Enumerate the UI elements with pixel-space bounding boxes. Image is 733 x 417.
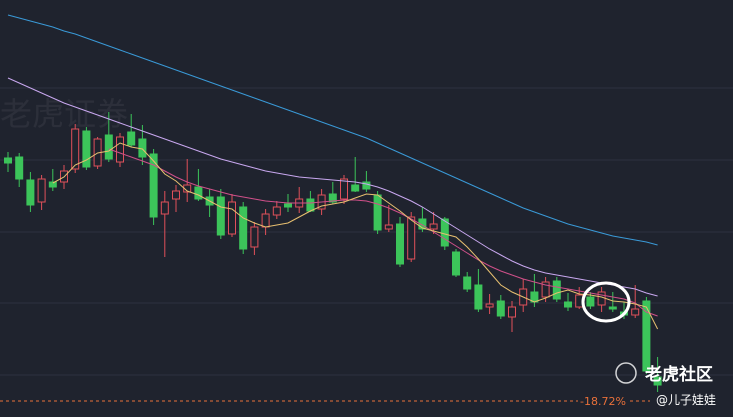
candle-body	[138, 138, 147, 158]
moving-average-line	[108, 148, 658, 317]
moving-average-line	[52, 142, 659, 330]
candle-body	[340, 178, 348, 200]
candle-body	[485, 303, 494, 308]
candle-body	[351, 184, 360, 192]
candle-body	[250, 226, 259, 248]
candle-body	[261, 213, 270, 228]
candle-body	[508, 306, 516, 318]
candle-body	[284, 203, 292, 208]
candle-body	[597, 291, 606, 306]
candle-body	[608, 306, 617, 310]
candle-body	[328, 193, 337, 203]
moving-average-line	[7, 14, 658, 246]
candle-body	[71, 128, 80, 170]
candle-body	[642, 300, 651, 372]
candle-body	[474, 284, 483, 310]
candle-body	[496, 300, 505, 317]
candle-body	[552, 280, 561, 300]
candle-body	[396, 223, 404, 265]
candle-body	[116, 136, 124, 163]
candle-body	[373, 194, 382, 231]
candle-body	[160, 201, 169, 215]
candle-body	[463, 276, 472, 290]
highlight-circle	[581, 281, 631, 323]
candle-body	[440, 218, 449, 247]
candle-body	[82, 130, 91, 168]
candle-body	[384, 224, 393, 230]
candle-body	[37, 178, 46, 203]
candle-body	[4, 157, 12, 164]
candle-body	[26, 179, 35, 206]
candle-body	[104, 134, 113, 160]
candle-body	[272, 206, 281, 216]
candle-body	[127, 131, 136, 146]
moving-average-line	[7, 77, 658, 297]
candle-body	[541, 281, 550, 298]
candle-body	[149, 153, 158, 218]
brand-logo: 老虎社区 @儿子娃娃	[615, 362, 716, 407]
candle-body	[452, 251, 460, 276]
candle-body	[216, 196, 225, 236]
candle-body	[306, 198, 315, 212]
candle-body	[418, 218, 427, 230]
candle-body	[362, 181, 371, 190]
candle-body	[429, 223, 438, 230]
candle-body	[228, 201, 236, 235]
candle-body	[172, 190, 180, 200]
candle-body	[48, 181, 57, 188]
reference-label: -18.72%	[580, 395, 626, 408]
candle-body	[653, 376, 662, 386]
author-text: @儿子娃娃	[656, 393, 716, 407]
brand-text: 老虎社区	[644, 364, 713, 385]
candle-body	[15, 156, 24, 180]
reference-label-bg	[578, 394, 628, 408]
candle-body	[586, 296, 595, 307]
candle-body	[239, 206, 248, 250]
candle-body	[564, 301, 572, 308]
candle-body	[194, 186, 203, 200]
watermark: 老虎证券	[0, 95, 128, 133]
candle-body	[407, 216, 416, 260]
candle-body	[631, 308, 640, 316]
